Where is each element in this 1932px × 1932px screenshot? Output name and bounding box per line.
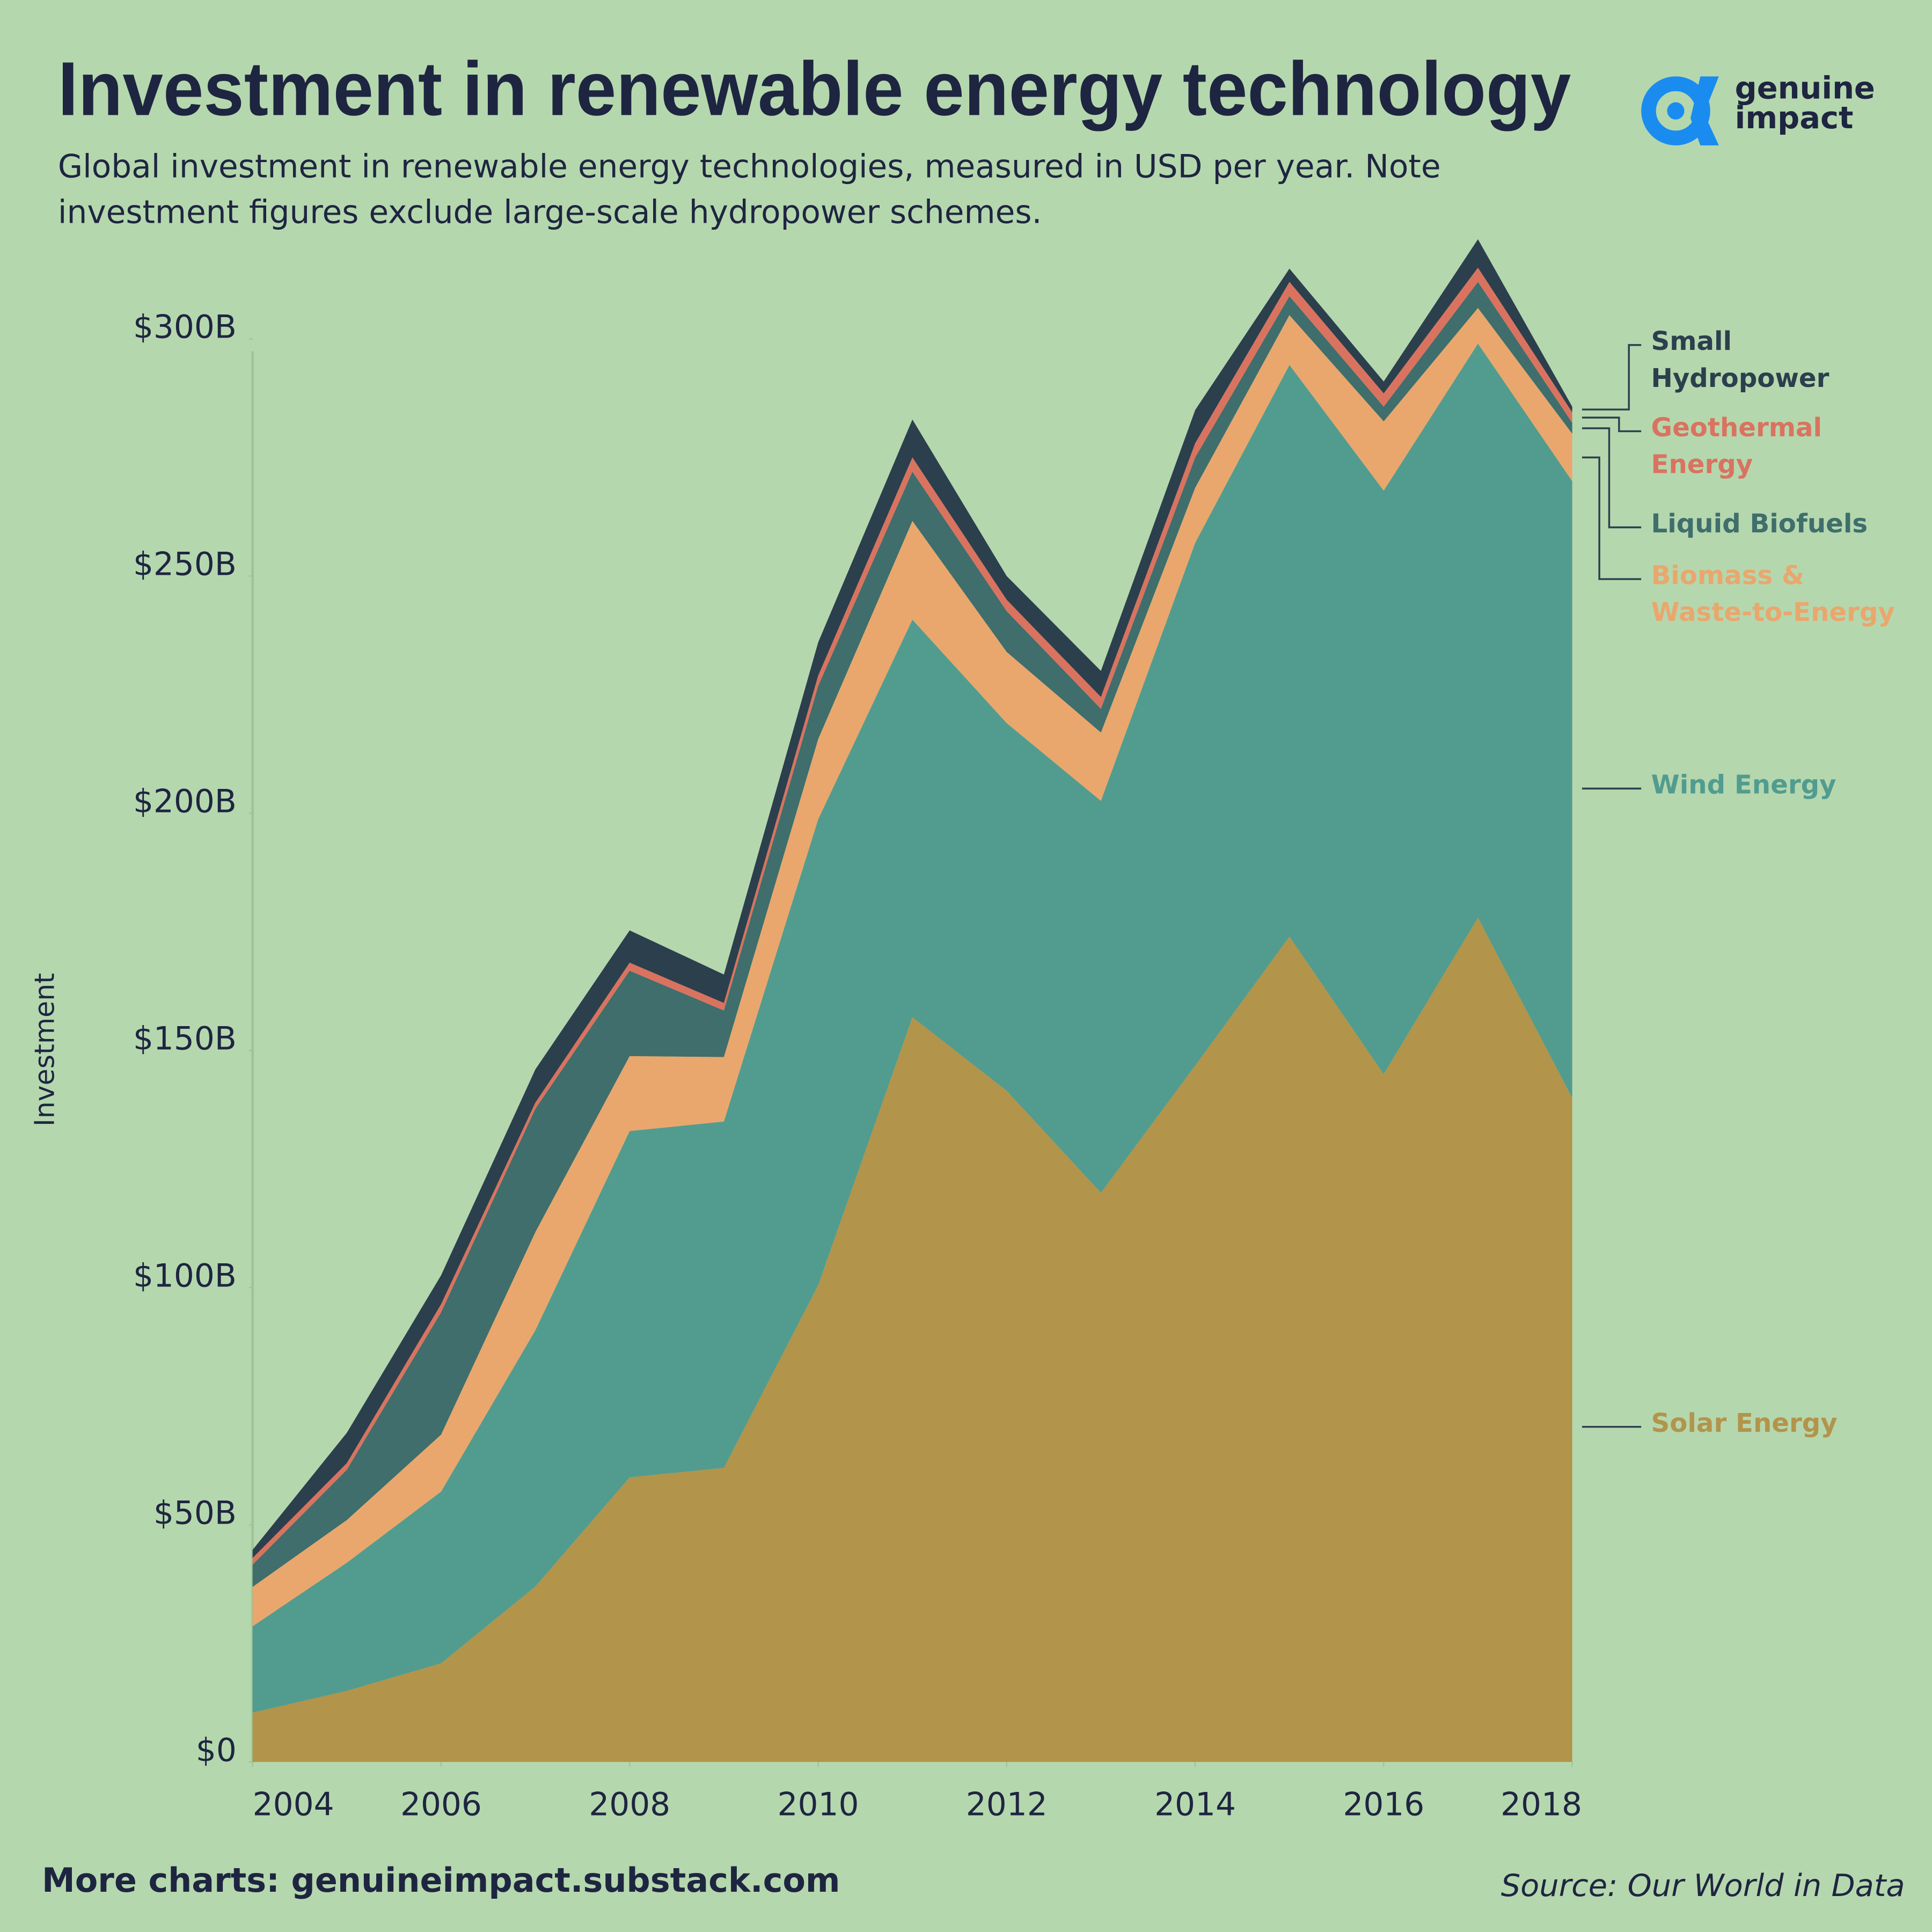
logo-icon-tail <box>1690 76 1719 145</box>
legend-leader <box>1582 456 1642 580</box>
area <box>252 343 1572 1713</box>
logo: genuine impact <box>1641 74 1875 145</box>
legend-leader <box>1582 427 1642 529</box>
legend-label: Biomass & Waste-to-Energy <box>1651 560 1895 627</box>
x-tick-label: 2006 <box>400 1786 482 1823</box>
y-tick-label: $50B <box>153 1495 237 1532</box>
legend-label: Wind Energy <box>1651 770 1836 800</box>
y-tick-label: $0 <box>196 1732 237 1769</box>
logo-box: genuine impact <box>1735 74 1875 136</box>
legend-box: Geothermal Energy <box>1651 413 1823 480</box>
legend-box: Liquid Biofuels <box>1651 509 1868 539</box>
x-tick-label: 2004 <box>253 1786 334 1823</box>
legend-leader <box>1582 416 1642 433</box>
source: Source: Our World in Data <box>1501 1868 1905 1904</box>
chart-subtitle: Global investment in renewable energy te… <box>57 149 1441 232</box>
y-axis-label: Investment <box>29 973 61 1126</box>
logo-text: genuine impact <box>1735 74 1875 136</box>
area <box>252 282 1572 1587</box>
y-tick-label: $100B <box>133 1257 237 1294</box>
x-tick-label: 2010 <box>778 1786 859 1823</box>
x-tick-label: 2016 <box>1343 1786 1424 1823</box>
footer: More charts: genuineimpact.substack.com <box>42 1861 840 1900</box>
legend-label: Liquid Biofuels <box>1651 509 1868 539</box>
subtitle-box: Global investment in renewable energy te… <box>57 149 1441 232</box>
y-tick-label: $250B <box>133 546 237 583</box>
legend-leader <box>1582 344 1642 411</box>
legend-box: Small Hydropower <box>1651 326 1829 393</box>
area <box>252 917 1572 1762</box>
legend-label: Geothermal Energy <box>1651 413 1823 480</box>
legend-label: Solar Energy <box>1651 1408 1838 1438</box>
chart-title: Investment in renewable energy technolog… <box>58 46 1571 131</box>
legend-box: Biomass & Waste-to-Energy <box>1651 560 1895 627</box>
x-tick-label: 2014 <box>1154 1786 1236 1823</box>
area <box>252 308 1572 1627</box>
y-tick-label: $150B <box>133 1020 237 1057</box>
x-tick-label: 2018 <box>1501 1786 1582 1823</box>
y-tick-label: $200B <box>133 784 237 821</box>
legend-label: Small Hydropower <box>1651 326 1829 393</box>
x-tick-label: 2008 <box>589 1786 670 1823</box>
legend-box: Wind Energy <box>1651 770 1836 800</box>
plot: $0 $50B $100B $150B $200B $250B $300B 2004 2006 2… <box>133 239 1895 1823</box>
logo-icon-dot <box>1667 102 1685 120</box>
legend-box: Solar Energy <box>1651 1408 1838 1438</box>
y-tick-label: $300B <box>133 309 237 346</box>
x-tick-label: 2012 <box>966 1786 1048 1823</box>
